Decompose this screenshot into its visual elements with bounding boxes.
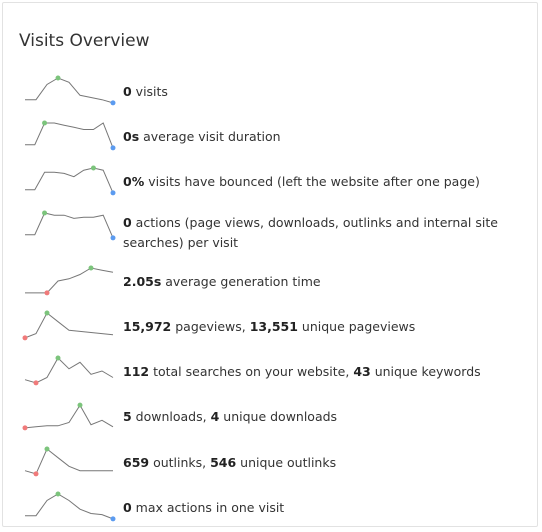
metric-text: 5 downloads, 4 unique downloads [123, 407, 533, 427]
metric-text: 15,972 pageviews, 13,551 unique pageview… [123, 317, 533, 337]
sparkline-line [25, 122, 114, 149]
metric-text: 0 visits [123, 82, 533, 102]
metric-text: 112 total searches on your website, 43 u… [123, 362, 533, 382]
sparkline-max-point [88, 265, 94, 271]
metric-label: actions (page views, downloads, outlinks… [123, 215, 498, 250]
metric-text: 659 outlinks, 546 unique outlinks [123, 453, 533, 473]
metric-secondary-value: 4 [210, 409, 220, 424]
sparkline-line [24, 448, 113, 475]
sparkline-graph[interactable] [23, 491, 117, 532]
sparkline-graph[interactable] [23, 265, 117, 306]
metric-value: 15,972 [123, 319, 172, 334]
sparkline-line [24, 312, 114, 339]
sparkline-min-point [22, 425, 28, 431]
metric-secondary-label: unique keywords [370, 364, 481, 379]
metric-label: max actions in one visit [131, 500, 285, 515]
metric-text: 2.05s average generation time [123, 272, 533, 292]
sparkline-min-point [22, 335, 28, 341]
sparkline-min-point [33, 380, 39, 386]
metric-secondary-value: 13,551 [249, 319, 298, 334]
sparkline-max-point [90, 165, 96, 171]
metric-value: 0% [123, 174, 145, 189]
metric-label: visits have bounced (left the website af… [144, 174, 480, 189]
metric-label: downloads, [131, 409, 211, 424]
sparkline-max-point [44, 310, 50, 316]
metric-label: total searches on your website, [149, 364, 354, 379]
sparkline-line [24, 357, 114, 384]
metric-value: 0 [123, 500, 132, 515]
sparkline-graph[interactable] [23, 446, 117, 487]
sparkline-max-point [55, 75, 61, 81]
metric-text: 0 actions (page views, downloads, outlin… [123, 213, 533, 253]
sparkline-line [25, 212, 114, 239]
sparkline-max-point [55, 491, 61, 497]
metric-secondary-label: unique outlinks [236, 455, 337, 470]
sparkline-graph[interactable] [22, 310, 117, 351]
sparkline-graph[interactable] [23, 355, 117, 396]
sparkline-min-point [33, 471, 39, 477]
visits-overview-widget: Visits Overview 0 visits 0s average visit… [2, 2, 538, 527]
metric-label: visits [131, 84, 168, 99]
metric-value: 0 [123, 215, 132, 230]
sparkline-line [25, 267, 114, 294]
sparkline-min-point [110, 145, 116, 151]
metric-value: 659 [123, 455, 150, 470]
sparkline-max-point [55, 355, 61, 361]
sparkline-min-point [44, 290, 50, 296]
sparkline-line [24, 404, 114, 429]
metric-text: 0% visits have bounced (left the website… [123, 172, 533, 192]
metric-secondary-value: 43 [353, 364, 371, 379]
sparkline-min-point [110, 100, 116, 106]
sparkline-min-point [110, 516, 116, 522]
sparkline-max-point [42, 120, 48, 126]
sparkline-max-point [44, 446, 50, 452]
metric-value: 0s [123, 129, 140, 144]
metric-label: pageviews, [171, 319, 250, 334]
sparkline-line [25, 77, 114, 104]
sparkline-graph[interactable] [23, 75, 117, 116]
metric-text: 0s average visit duration [123, 127, 533, 147]
metric-secondary-value: 546 [210, 455, 237, 470]
widget-title: Visits Overview [19, 31, 150, 51]
sparkline-graph[interactable] [23, 165, 117, 206]
sparkline-line [25, 167, 114, 194]
sparkline-max-point [42, 210, 48, 216]
sparkline-graph[interactable] [23, 210, 117, 251]
metric-label: average visit duration [139, 129, 281, 144]
sparkline-line [25, 493, 114, 520]
metric-value: 2.05s [123, 274, 162, 289]
metric-label: outlinks, [149, 455, 211, 470]
metric-secondary-label: unique downloads [219, 409, 338, 424]
metric-text: 0 max actions in one visit [123, 498, 533, 518]
sparkline-graph[interactable] [23, 120, 117, 161]
sparkline-min-point [110, 235, 116, 241]
sparkline-max-point [77, 402, 83, 408]
metric-value: 0 [123, 84, 132, 99]
sparkline-graph[interactable] [22, 401, 117, 441]
metric-value: 112 [123, 364, 150, 379]
metric-value: 5 [123, 409, 132, 424]
metric-label: average generation time [161, 274, 321, 289]
sparkline-min-point [110, 190, 116, 196]
metric-secondary-label: unique pageviews [297, 319, 416, 334]
